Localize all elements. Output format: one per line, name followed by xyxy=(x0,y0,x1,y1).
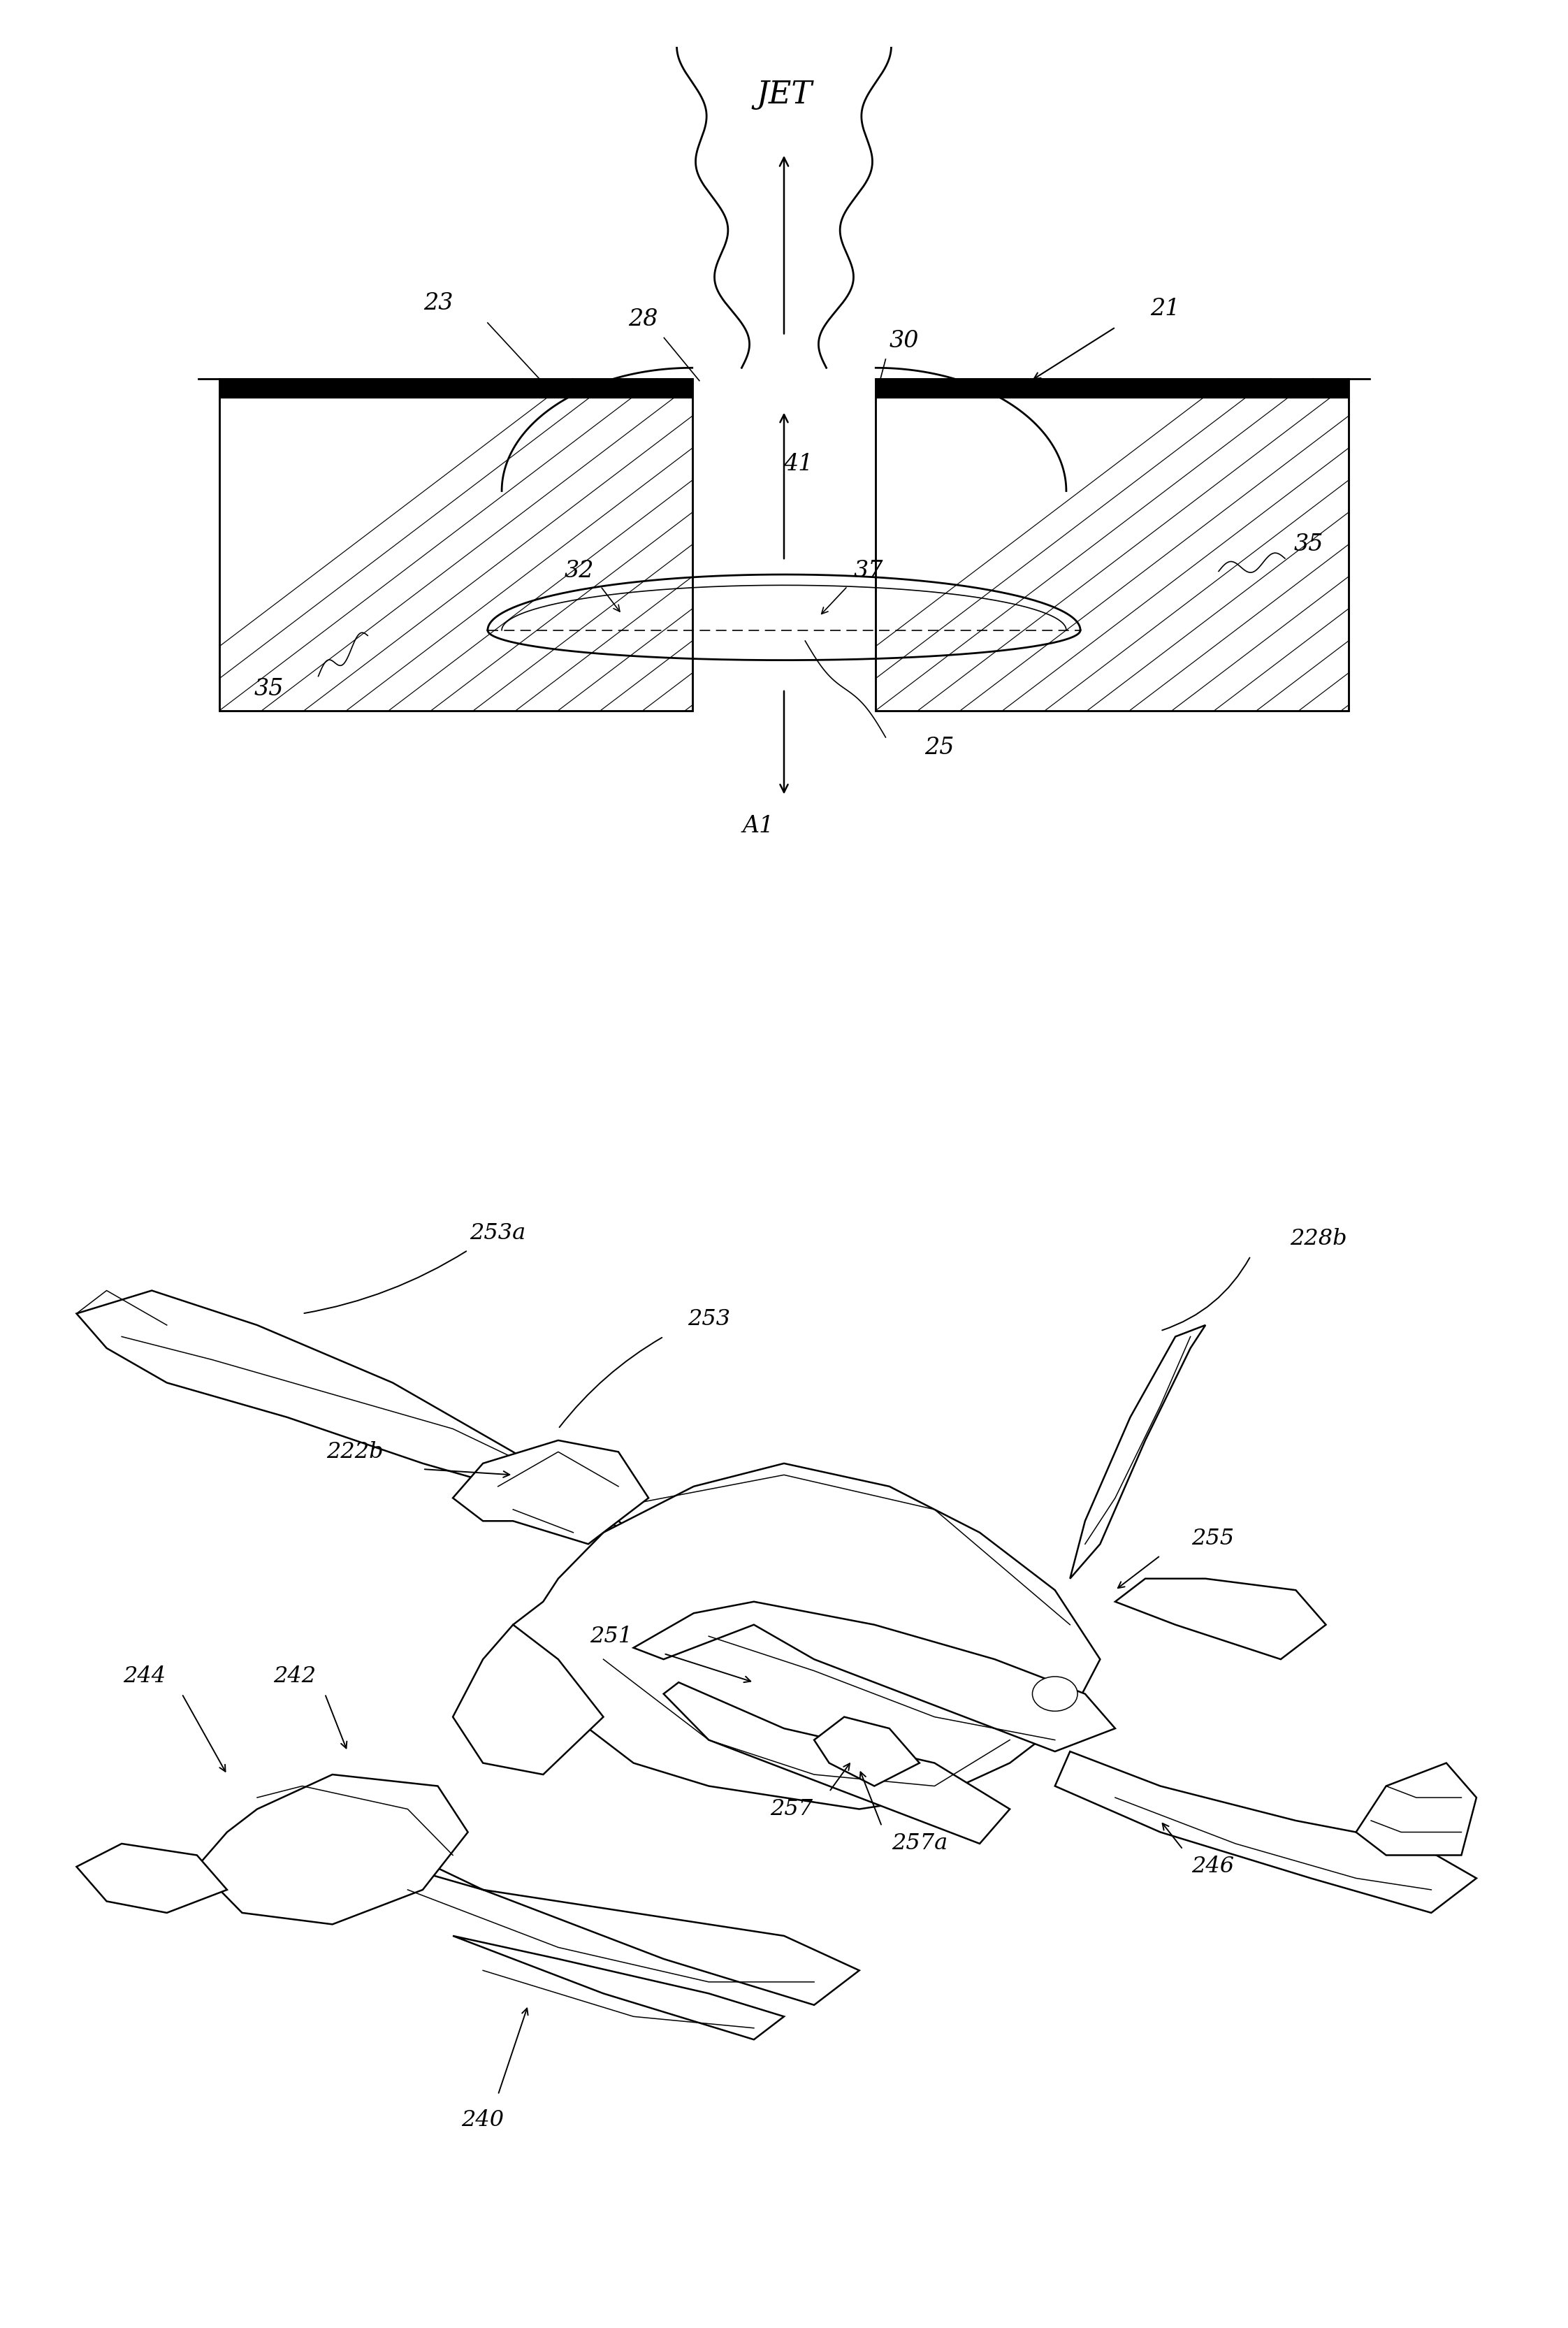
Text: 246: 246 xyxy=(1192,1855,1234,1879)
Polygon shape xyxy=(453,1937,784,2039)
Polygon shape xyxy=(1356,1762,1477,1855)
Polygon shape xyxy=(513,1464,1101,1809)
Text: 222b: 222b xyxy=(326,1441,384,1462)
Polygon shape xyxy=(198,1774,467,1925)
Polygon shape xyxy=(1115,1578,1327,1660)
Text: 23: 23 xyxy=(423,293,453,314)
Polygon shape xyxy=(453,1441,649,1543)
Text: 35: 35 xyxy=(254,677,284,701)
Bar xyxy=(220,379,693,710)
Polygon shape xyxy=(1055,1751,1477,1914)
Polygon shape xyxy=(633,1602,1115,1751)
Bar xyxy=(220,379,693,710)
Text: A1: A1 xyxy=(743,815,775,838)
Text: 25: 25 xyxy=(925,736,953,759)
Text: 35: 35 xyxy=(1294,533,1323,556)
Polygon shape xyxy=(1069,1325,1206,1578)
Text: 255: 255 xyxy=(1192,1527,1234,1548)
Text: 21: 21 xyxy=(1151,298,1179,321)
Bar xyxy=(877,379,1348,710)
Text: 37: 37 xyxy=(855,561,883,582)
Text: JET: JET xyxy=(756,79,812,109)
Polygon shape xyxy=(77,1290,633,1532)
Polygon shape xyxy=(77,1844,227,1914)
Text: 41: 41 xyxy=(784,454,812,475)
Polygon shape xyxy=(663,1683,1010,1844)
Text: 253a: 253a xyxy=(470,1222,525,1243)
Text: 228b: 228b xyxy=(1290,1227,1347,1250)
Text: 30: 30 xyxy=(889,331,919,352)
Text: 244: 244 xyxy=(122,1667,166,1688)
Text: 240: 240 xyxy=(461,2109,505,2130)
Text: 32: 32 xyxy=(564,561,594,582)
Text: 251: 251 xyxy=(590,1625,632,1648)
Polygon shape xyxy=(814,1718,919,1786)
Polygon shape xyxy=(453,1625,604,1774)
Text: 242: 242 xyxy=(273,1667,317,1688)
Text: 253: 253 xyxy=(687,1308,731,1329)
Text: 257: 257 xyxy=(770,1797,812,1820)
Bar xyxy=(877,379,1348,710)
Text: 257a: 257a xyxy=(892,1832,947,1855)
Circle shape xyxy=(1032,1676,1077,1711)
Text: 28: 28 xyxy=(629,307,657,331)
Polygon shape xyxy=(303,1832,859,2004)
